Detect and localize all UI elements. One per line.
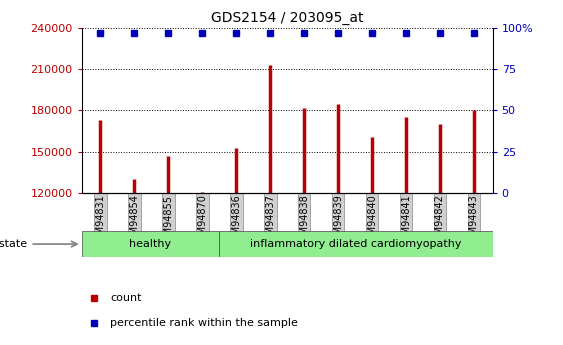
Bar <box>82 231 218 257</box>
Text: healthy: healthy <box>129 239 171 249</box>
Bar <box>218 231 493 257</box>
Text: disease state: disease state <box>0 239 27 249</box>
Text: percentile rank within the sample: percentile rank within the sample <box>110 318 298 327</box>
Text: inflammatory dilated cardiomyopathy: inflammatory dilated cardiomyopathy <box>250 239 461 249</box>
Title: GDS2154 / 203095_at: GDS2154 / 203095_at <box>211 11 363 25</box>
Text: count: count <box>110 293 142 303</box>
